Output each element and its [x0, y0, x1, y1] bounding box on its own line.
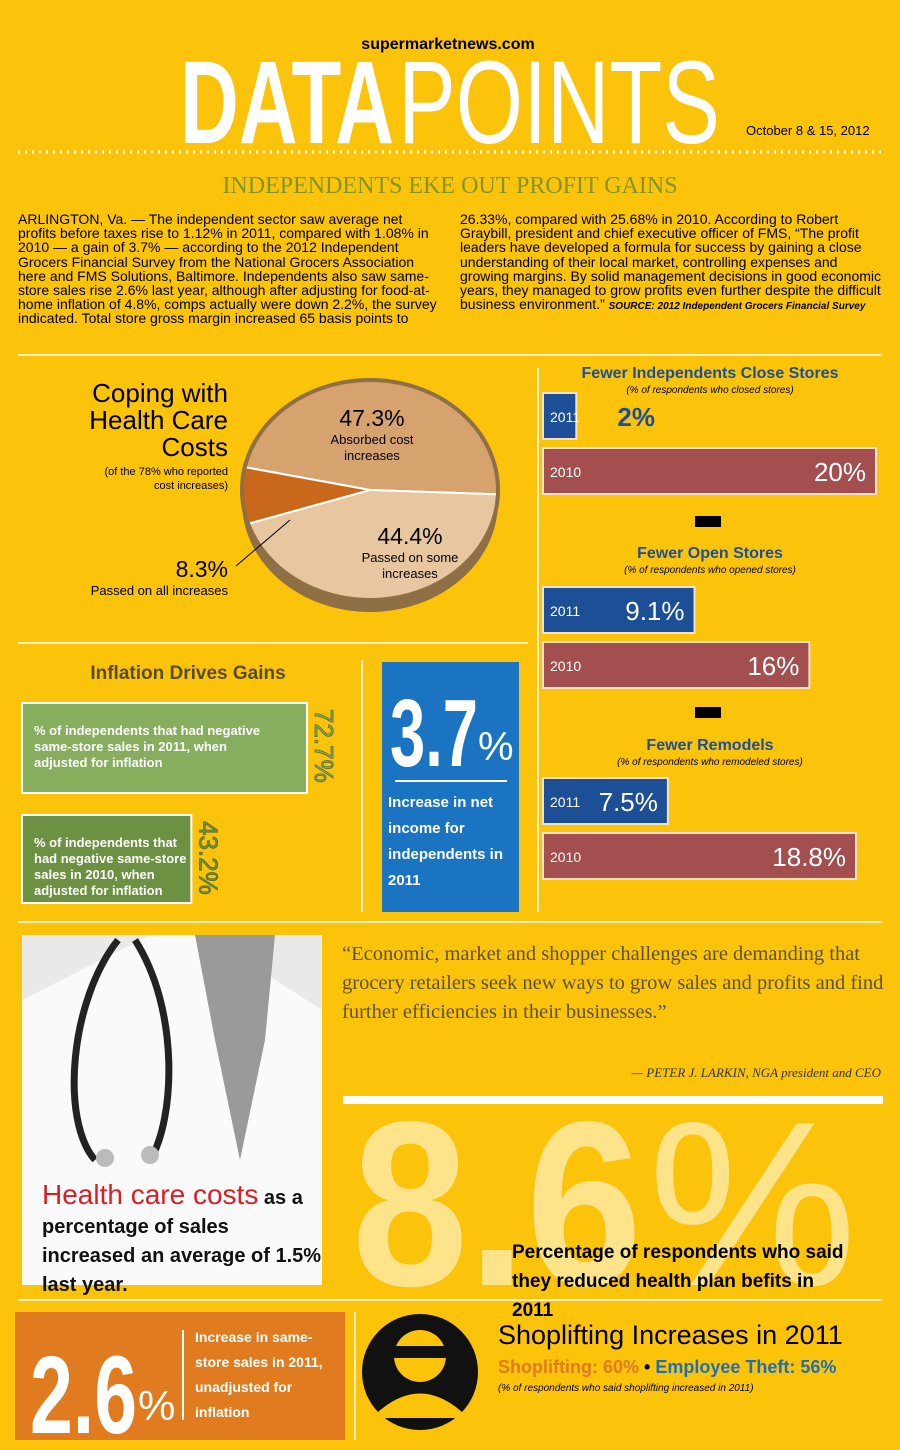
employee-theft-stat: Employee Theft: 56%	[655, 1357, 837, 1377]
title-light: POINTS	[398, 37, 720, 169]
chart-title: Coping with Health Care Costs	[89, 378, 228, 462]
bar	[542, 641, 811, 689]
shoplifting-title: Shoplifting Increases in 2011	[498, 1320, 843, 1350]
issue-date: October 8 & 15, 2012	[746, 123, 870, 138]
slice-label: Passed on some increases	[361, 550, 459, 581]
bar	[542, 392, 578, 440]
bar-category: 2011	[550, 603, 580, 619]
stethoscope-tip	[141, 1146, 159, 1164]
shoplifting-stats: Shoplifting: 60% • Employee Theft: 56%	[498, 1357, 836, 1378]
bar-category: 2010	[550, 658, 581, 674]
slice-value: 47.3%	[339, 405, 405, 431]
rule	[343, 1096, 883, 1104]
title-bold: DATA	[180, 37, 394, 169]
big-unit: %	[138, 1382, 175, 1429]
chart-subtitle: (% of respondents who closed stores)	[626, 385, 794, 396]
leader-line	[235, 519, 291, 567]
health-care-text: Health care costs as a percentage of sal…	[42, 1180, 322, 1300]
chart-title: Fewer Independents Close Stores	[581, 365, 839, 382]
bar-label: % of independents that had negative same…	[34, 723, 261, 770]
slice-label: Passed on all increases	[90, 583, 228, 598]
icon-mask	[392, 1346, 448, 1358]
value-label: 43.2%	[193, 821, 223, 895]
bar	[542, 586, 696, 634]
health-plan-label: Percentage of respondents who said they …	[512, 1242, 844, 1321]
chart-subtitle: (% of respondents who remodeled stores)	[617, 757, 803, 768]
icon-body	[378, 1393, 462, 1418]
article-text: ARLINGTON, Va. — The independent sector …	[18, 211, 881, 327]
value-label: 7.5%	[599, 787, 658, 817]
quote-attribution: — PETER J. LARKIN, NGA president and CEO	[631, 1065, 881, 1080]
bar-category: 2011	[550, 409, 580, 425]
chart-title: Fewer Remodels	[646, 737, 774, 754]
bar-category: 2010	[550, 464, 581, 480]
big-unit: %	[478, 725, 514, 769]
bar	[542, 832, 858, 880]
health-care-body: as a percentage of sales increased an av…	[42, 1187, 322, 1296]
article: ARLINGTON, Va. — The independent sector …	[18, 212, 882, 326]
big-number: 2.6	[30, 1334, 137, 1450]
big-number: 3.7	[390, 680, 478, 787]
tie	[195, 935, 275, 1160]
bar-label: % of independents that had negative same…	[34, 835, 187, 898]
bar-category: 2010	[550, 849, 581, 865]
chart-subtitle: (of the 78% who reported cost increases)	[104, 466, 228, 492]
chart-title: Inflation Drives Gains	[90, 663, 286, 684]
headline: INDEPENDENTS EKE OUT PROFIT GAINS	[222, 173, 677, 199]
slice-label: Absorbed cost increases	[330, 432, 414, 463]
pie-rim	[240, 378, 500, 602]
shoplifting-stat: Shoplifting: 60%	[498, 1357, 639, 1377]
net-income-label: Increase in net income for independents …	[388, 794, 504, 889]
chart-title: Fewer Open Stores	[637, 545, 783, 562]
big-number: 8.6	[352, 1072, 642, 1335]
slice-value: 8.3%	[175, 556, 228, 582]
separator-dash	[695, 707, 721, 718]
slice-value: 44.4%	[377, 523, 443, 549]
same-store-box	[15, 1312, 345, 1440]
value-label: 72.7%	[309, 709, 339, 783]
value-label: 9.1%	[625, 596, 684, 626]
shoplifting-note: (% of respondents who said shoplifting i…	[498, 1383, 754, 1394]
quote: “Economic, market and shopper challenges…	[342, 943, 884, 1023]
chart-subtitle: (% of respondents who opened stores)	[624, 565, 796, 576]
bar-category: 2011	[550, 794, 580, 810]
separator: •	[644, 1357, 651, 1377]
article-source: SOURCE: 2012 Independent Grocers Financi…	[608, 301, 866, 313]
bar	[21, 702, 308, 794]
value-label: 20%	[814, 457, 866, 487]
value-label: 2%	[617, 402, 655, 432]
site-name: supermarketnews.com	[361, 36, 534, 53]
health-care-highlight: Health care costs	[42, 1179, 259, 1210]
bar	[21, 814, 193, 904]
bar	[542, 447, 877, 495]
value-label: 18.8%	[772, 842, 846, 872]
net-income-box	[382, 662, 519, 912]
stethoscope	[70, 937, 173, 1163]
separator-dash	[695, 516, 721, 527]
bar	[542, 777, 669, 825]
same-store-label: Increase in same-store sales in 2011, un…	[195, 1329, 323, 1420]
big-unit: %	[648, 1072, 857, 1335]
value-label: 16%	[747, 651, 799, 681]
stethoscope-tip	[96, 1149, 114, 1167]
